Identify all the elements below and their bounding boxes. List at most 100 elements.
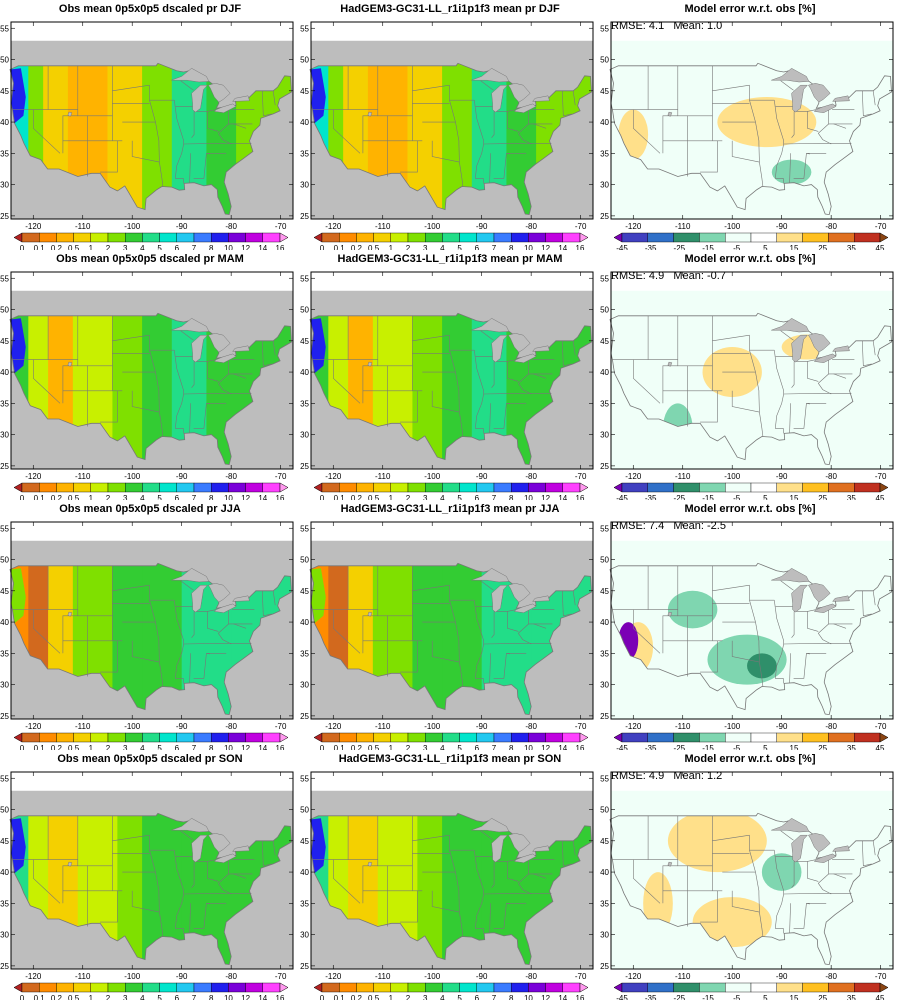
colorbar-extend-low bbox=[613, 232, 623, 243]
colorbar-label: 3 bbox=[423, 994, 428, 1000]
state-line bbox=[491, 111, 495, 138]
colorbar-label: 10 bbox=[224, 744, 233, 750]
lake bbox=[471, 317, 510, 333]
colorbar: 0 0.1 0.2 0.5 1 2 3 4 5 6 7 8 10 12 14 16 bbox=[313, 732, 589, 750]
lake bbox=[667, 361, 673, 367]
colorbar-segment bbox=[562, 232, 581, 243]
lat-tick-label: 25 bbox=[0, 212, 9, 221]
lake bbox=[532, 95, 550, 102]
lat-tick-label: 55 bbox=[600, 274, 609, 283]
lake bbox=[667, 861, 673, 867]
state-line bbox=[207, 861, 219, 882]
lake bbox=[532, 845, 550, 852]
lon-tick-label: -110 bbox=[675, 472, 691, 481]
colorbar-segment bbox=[562, 982, 581, 993]
lat-tick-label: 40 bbox=[0, 868, 9, 877]
lat-tick-label: 30 bbox=[0, 681, 9, 690]
state-line bbox=[431, 140, 460, 163]
colorbar-segment bbox=[176, 482, 195, 493]
state-line bbox=[794, 609, 817, 612]
colorbar: 0 0.1 0.2 0.5 1 2 3 4 5 6 7 8 10 12 14 16 bbox=[13, 732, 289, 750]
colorbar-segment bbox=[90, 482, 109, 493]
colorbar-segment bbox=[339, 482, 357, 493]
lat-tick-label: 45 bbox=[600, 837, 609, 846]
state-line bbox=[517, 373, 532, 395]
state-line bbox=[189, 153, 191, 183]
state-line bbox=[833, 123, 847, 129]
country-outline bbox=[309, 312, 592, 466]
colorbar-label: 1 bbox=[389, 244, 394, 250]
colorbar-segment bbox=[321, 732, 340, 743]
state-line bbox=[507, 611, 519, 632]
lake bbox=[508, 833, 531, 853]
lat-tick-label: 50 bbox=[0, 56, 9, 65]
state-line bbox=[131, 640, 160, 663]
colorbar-label: 6 bbox=[175, 494, 180, 500]
colorbar-extend-low bbox=[13, 482, 23, 493]
colorbar-segment bbox=[545, 982, 564, 993]
lat-tick-label: 25 bbox=[300, 962, 309, 971]
colorbar-segment bbox=[262, 232, 281, 243]
colorbar-label: 10 bbox=[524, 244, 533, 250]
lake bbox=[67, 361, 73, 367]
state-line bbox=[493, 403, 507, 429]
colorbar-label: 0.5 bbox=[68, 494, 80, 500]
colorbar-label: 0.5 bbox=[368, 244, 380, 250]
colorbar-segment bbox=[442, 982, 460, 993]
lon-tick-label: -100 bbox=[124, 222, 141, 231]
colorbar-segment bbox=[776, 232, 803, 243]
lake bbox=[532, 595, 550, 602]
state-line bbox=[189, 903, 191, 933]
colorbar-label: 8 bbox=[209, 244, 214, 250]
error-anomaly-patch bbox=[747, 653, 777, 679]
colorbar-label: 10 bbox=[224, 244, 233, 250]
colorbar-label: 14 bbox=[258, 244, 267, 250]
lake bbox=[213, 853, 237, 863]
lat-tick-label: 40 bbox=[300, 868, 309, 877]
colorbar-segment bbox=[373, 482, 391, 493]
lat-tick-label: 45 bbox=[600, 87, 609, 96]
state-line bbox=[758, 643, 764, 687]
state-line bbox=[712, 334, 750, 342]
lake bbox=[367, 611, 373, 617]
colorbar-extend-low bbox=[13, 732, 23, 743]
lon-tick-label: -110 bbox=[75, 972, 91, 981]
lon-tick-label: -100 bbox=[724, 222, 741, 231]
colorbar-label: 12 bbox=[241, 494, 250, 500]
state-line bbox=[793, 153, 807, 179]
lon-tick-label: -100 bbox=[424, 972, 441, 981]
colorbar-segment bbox=[459, 482, 478, 493]
state-line bbox=[272, 90, 276, 106]
colorbar-segment bbox=[647, 732, 674, 743]
colorbar-segment bbox=[724, 232, 752, 243]
lat-tick-label: 30 bbox=[0, 431, 9, 440]
lon-tick-label: -70 bbox=[575, 722, 587, 731]
lake bbox=[832, 345, 850, 352]
state-line bbox=[789, 153, 791, 183]
colorbar-label: 14 bbox=[558, 494, 567, 500]
colorbar-label: 0.2 bbox=[351, 494, 363, 500]
colorbar-label: -15 bbox=[702, 494, 714, 500]
colorbar-segment bbox=[193, 732, 212, 743]
colorbar-label: 14 bbox=[558, 994, 567, 1000]
colorbar-segment bbox=[699, 982, 726, 993]
map-plot: 25 30 35 40 45 50 55 -120 -110 -100 -90 -80 -70 -45 -3… bbox=[600, 521, 894, 750]
state-line bbox=[189, 653, 191, 683]
colorbar-segment bbox=[193, 232, 212, 243]
colorbar-label: -15 bbox=[702, 744, 714, 750]
plot-frame bbox=[10, 271, 294, 470]
state-line bbox=[807, 611, 819, 632]
lat-tick-label: 55 bbox=[0, 274, 9, 283]
colorbar: 0 0.1 0.2 0.5 1 2 3 4 5 6 7 8 10 12 14 16 bbox=[13, 232, 289, 250]
lat-tick-label: 45 bbox=[0, 87, 9, 96]
state-line bbox=[828, 359, 853, 375]
state-line bbox=[817, 123, 832, 145]
colorbar-segment bbox=[228, 732, 246, 743]
colorbar-label: 0.1 bbox=[34, 494, 46, 500]
state-line bbox=[494, 609, 517, 612]
state-boundaries bbox=[312, 315, 576, 437]
colorbar-label: 16 bbox=[576, 994, 585, 1000]
